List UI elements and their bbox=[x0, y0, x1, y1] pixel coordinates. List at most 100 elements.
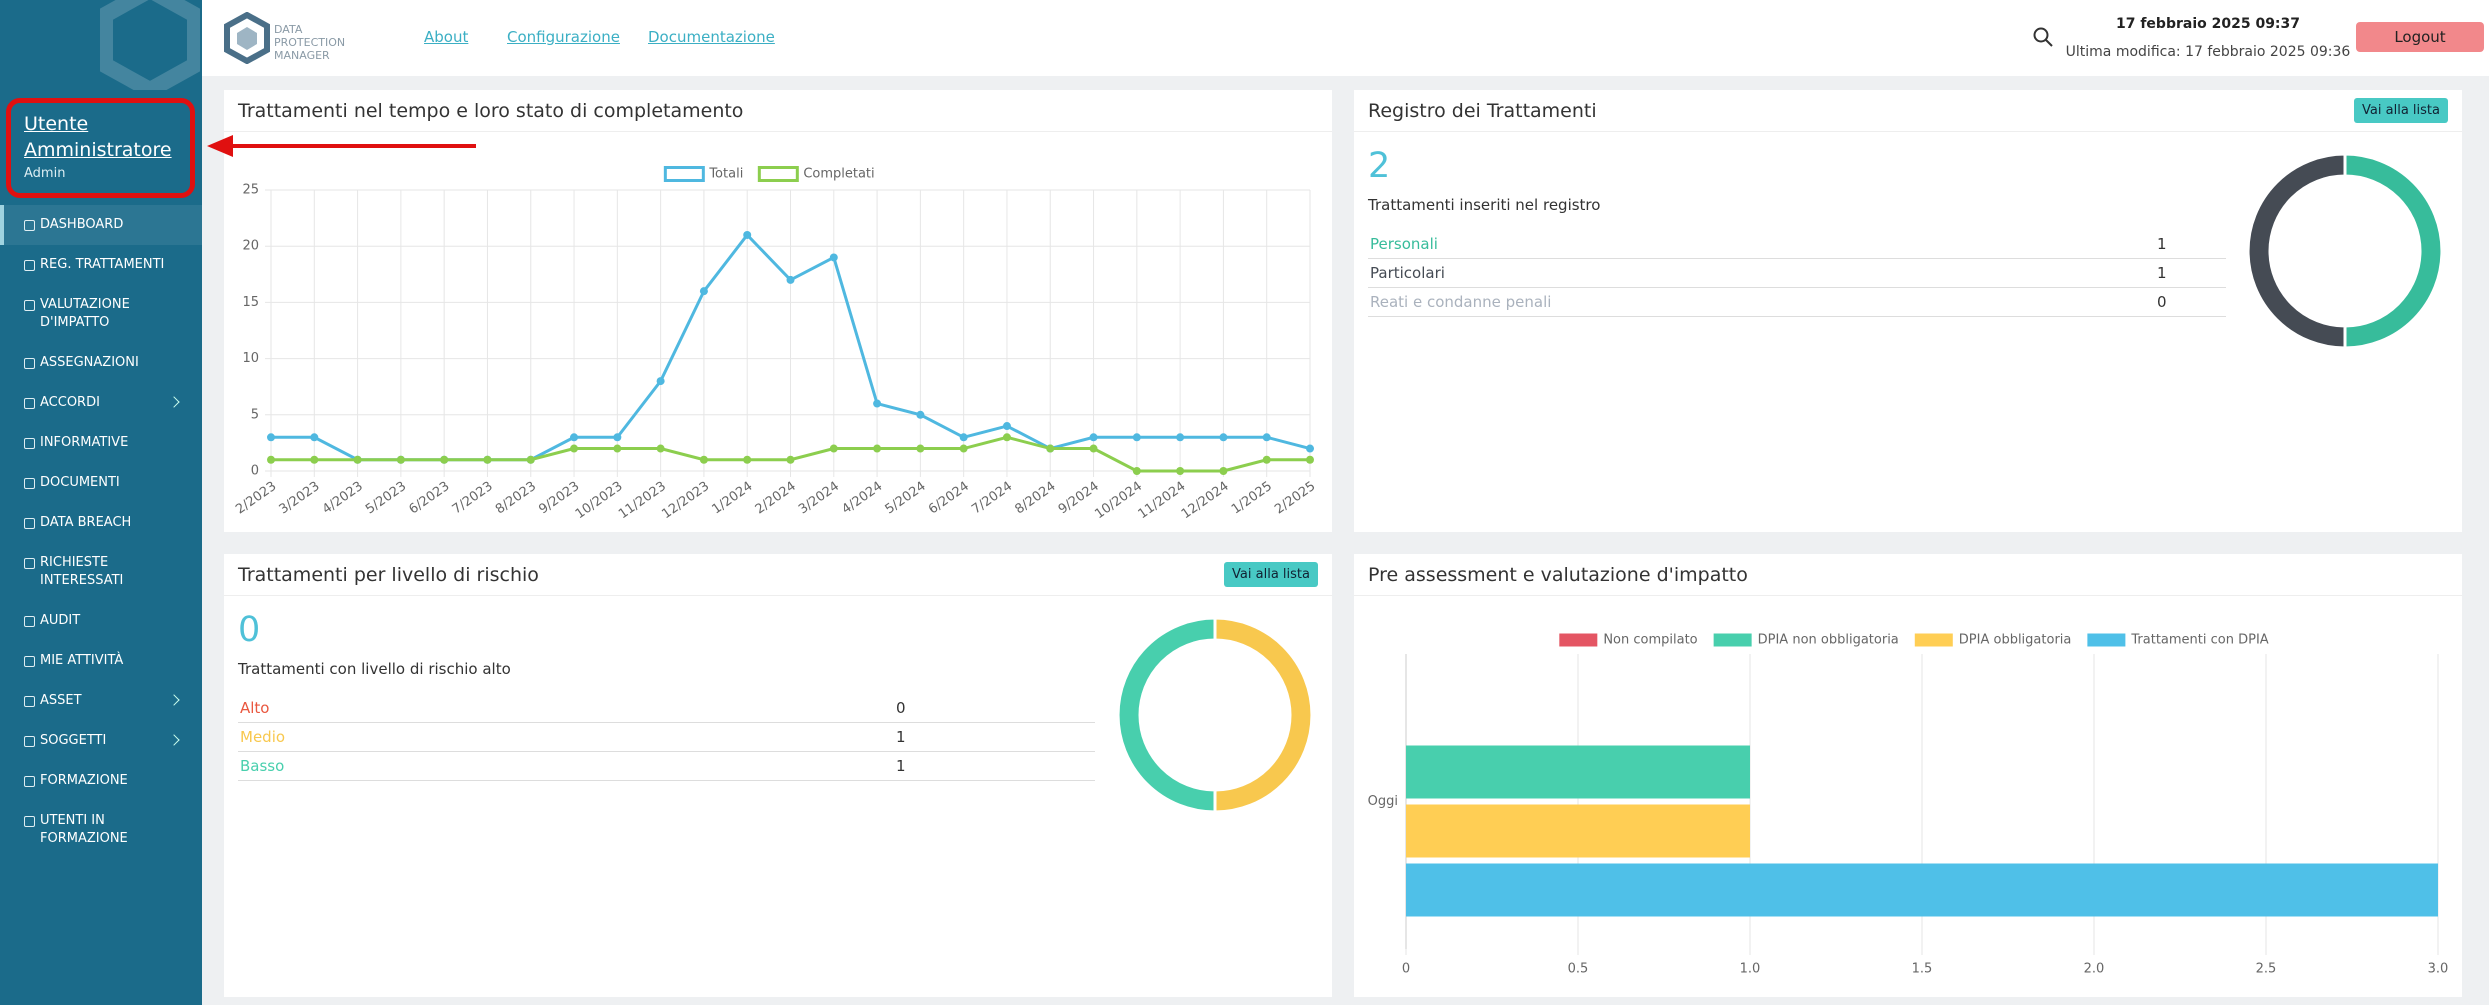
table-row: Medio 1 bbox=[238, 723, 1095, 752]
x-tick-label: 7/2024 bbox=[969, 479, 1015, 518]
bar bbox=[1406, 804, 1750, 858]
x-tick-label: 3/2023 bbox=[277, 479, 323, 518]
submenu-chevron bbox=[168, 694, 180, 706]
row-value: 0 bbox=[2157, 293, 2167, 311]
bar bbox=[1406, 745, 1750, 799]
panel-divider bbox=[1354, 595, 2462, 596]
menu-item[interactable]: DOCUMENTI bbox=[0, 463, 202, 503]
menu-label: MIE ATTIVITÀ bbox=[40, 653, 124, 668]
x-tick-label: 1/2025 bbox=[1229, 479, 1275, 518]
line-point bbox=[310, 455, 319, 464]
line-point bbox=[699, 287, 708, 296]
menu-label: INFORMATIVE bbox=[40, 435, 129, 450]
panel-divider bbox=[224, 131, 1332, 132]
menu-item[interactable]: VALUTAZIONE D'IMPATTO bbox=[0, 285, 202, 343]
legend-label: Totali bbox=[708, 167, 743, 182]
y-tick-label: 0 bbox=[251, 464, 259, 479]
line-point bbox=[1132, 467, 1141, 475]
line-point bbox=[570, 444, 579, 453]
chart bbox=[1116, 616, 1314, 814]
total-count: 2 bbox=[1368, 146, 1391, 186]
highlight-box bbox=[6, 98, 195, 198]
legend-item: DPIA obbligatoria bbox=[1914, 633, 2072, 648]
line-point bbox=[873, 444, 882, 453]
menu-item[interactable]: MIE ATTIVITÀ bbox=[0, 641, 202, 681]
menu-label: REG. TRATTAMENTI bbox=[40, 257, 165, 272]
list-button[interactable]: Vai alla lista bbox=[1224, 562, 1318, 587]
line-point bbox=[829, 253, 838, 262]
x-tick-label: 5/2023 bbox=[363, 479, 409, 518]
total-label: Trattamenti inseriti nel registro bbox=[1368, 196, 1601, 214]
menu-item[interactable]: RICHIESTE INTERESSATI bbox=[0, 543, 202, 601]
line-point bbox=[613, 444, 622, 453]
config-link[interactable]: Configurazione bbox=[507, 28, 620, 46]
line-point bbox=[916, 410, 925, 419]
panel-title: Pre assessment e valutazione d'impatto bbox=[1368, 564, 1748, 586]
menu-item[interactable]: ACCORDI bbox=[0, 383, 202, 423]
line-point bbox=[613, 433, 622, 442]
line-point bbox=[1089, 433, 1098, 442]
x-tick-label: 1/2024 bbox=[709, 479, 755, 518]
chart: 0 5 10 15 20 25 2/20233/20234/20235/20236/2023… bbox=[233, 166, 1318, 522]
row-value: 1 bbox=[2157, 264, 2167, 282]
line-point bbox=[1002, 422, 1011, 431]
list-button[interactable]: Vai alla lista bbox=[2354, 98, 2448, 123]
menu-item[interactable]: UTENTI IN FORMAZIONE bbox=[0, 801, 202, 859]
menu-item[interactable]: AUDIT bbox=[0, 601, 202, 641]
line-point bbox=[743, 230, 752, 239]
legend-swatch bbox=[1559, 633, 1598, 647]
brand-line: PROTECTION bbox=[274, 36, 346, 49]
menu-item[interactable]: ASSEGNAZIONI bbox=[0, 343, 202, 383]
menu-item[interactable]: INFORMATIVE bbox=[0, 423, 202, 463]
menu-label: FORMAZIONE bbox=[40, 773, 128, 788]
legend-item: Trattamenti con DPIA bbox=[2087, 633, 2269, 648]
x-tick-label: 2.5 bbox=[2256, 962, 2277, 977]
row-value: 0 bbox=[896, 699, 906, 717]
line-point bbox=[1132, 433, 1141, 442]
row-value: 1 bbox=[2157, 235, 2167, 253]
line-point bbox=[786, 275, 795, 284]
x-tick-label: 3.0 bbox=[2428, 962, 2449, 977]
legend-label: DPIA obbligatoria bbox=[1959, 633, 2072, 648]
x-tick-label: 2/2023 bbox=[233, 479, 279, 518]
submenu-chevron bbox=[168, 396, 180, 408]
menu-label: UTENTI IN FORMAZIONE bbox=[40, 813, 128, 846]
menu-item[interactable]: FORMAZIONE bbox=[0, 761, 202, 801]
menu-icon bbox=[24, 776, 35, 787]
chart: Non compilato DPIA non obbligatoria DPIA o… bbox=[1368, 633, 2449, 977]
panel: 0 5 10 15 20 25 2/2023 3/2023 4/2023 5/2023 6/2023… bbox=[224, 90, 1332, 532]
docs-link[interactable]: Documentazione bbox=[648, 28, 775, 46]
logout-button[interactable]: Logout bbox=[2356, 22, 2484, 52]
menu-label: SOGGETTI bbox=[40, 733, 107, 748]
line-point bbox=[829, 444, 838, 453]
menu-item[interactable]: REG. TRATTAMENTI bbox=[0, 245, 202, 285]
brand-line: DATA bbox=[274, 23, 303, 36]
line-point bbox=[656, 444, 665, 453]
menu-item[interactable]: DATA BREACH bbox=[0, 503, 202, 543]
line-point bbox=[959, 433, 968, 442]
menu-item[interactable]: DASHBOARD bbox=[0, 205, 202, 245]
panel-title: Trattamenti per livello di rischio bbox=[238, 564, 539, 586]
x-tick-label: 11/2024 bbox=[1136, 479, 1189, 522]
x-tick-label: 10/2024 bbox=[1092, 479, 1145, 522]
about-link[interactable]: About bbox=[424, 28, 469, 46]
menu-label: DOCUMENTI bbox=[40, 475, 120, 490]
panel-divider bbox=[224, 595, 1332, 596]
table-row: Particolari 1 bbox=[1368, 259, 2226, 288]
menu-icon bbox=[24, 358, 35, 369]
search-icon[interactable] bbox=[2032, 26, 2054, 48]
legend-item: DPIA non obbligatoria bbox=[1713, 633, 1899, 648]
menu-item[interactable]: ASSET bbox=[0, 681, 202, 721]
menu-item[interactable]: SOGGETTI bbox=[0, 721, 202, 761]
line-point bbox=[1219, 433, 1228, 442]
line-point bbox=[1306, 444, 1314, 453]
donut-segment bbox=[1116, 616, 1217, 814]
user-name[interactable]: Utente Amministratore bbox=[24, 113, 172, 161]
line-point bbox=[656, 377, 665, 386]
row-label: Personali bbox=[1370, 235, 1438, 253]
row-label: Alto bbox=[240, 699, 270, 717]
menu-label: ACCORDI bbox=[40, 395, 100, 410]
row-label: Reati e condanne penali bbox=[1370, 293, 1552, 311]
legend-swatch bbox=[1713, 633, 1752, 647]
line-point bbox=[353, 455, 362, 464]
